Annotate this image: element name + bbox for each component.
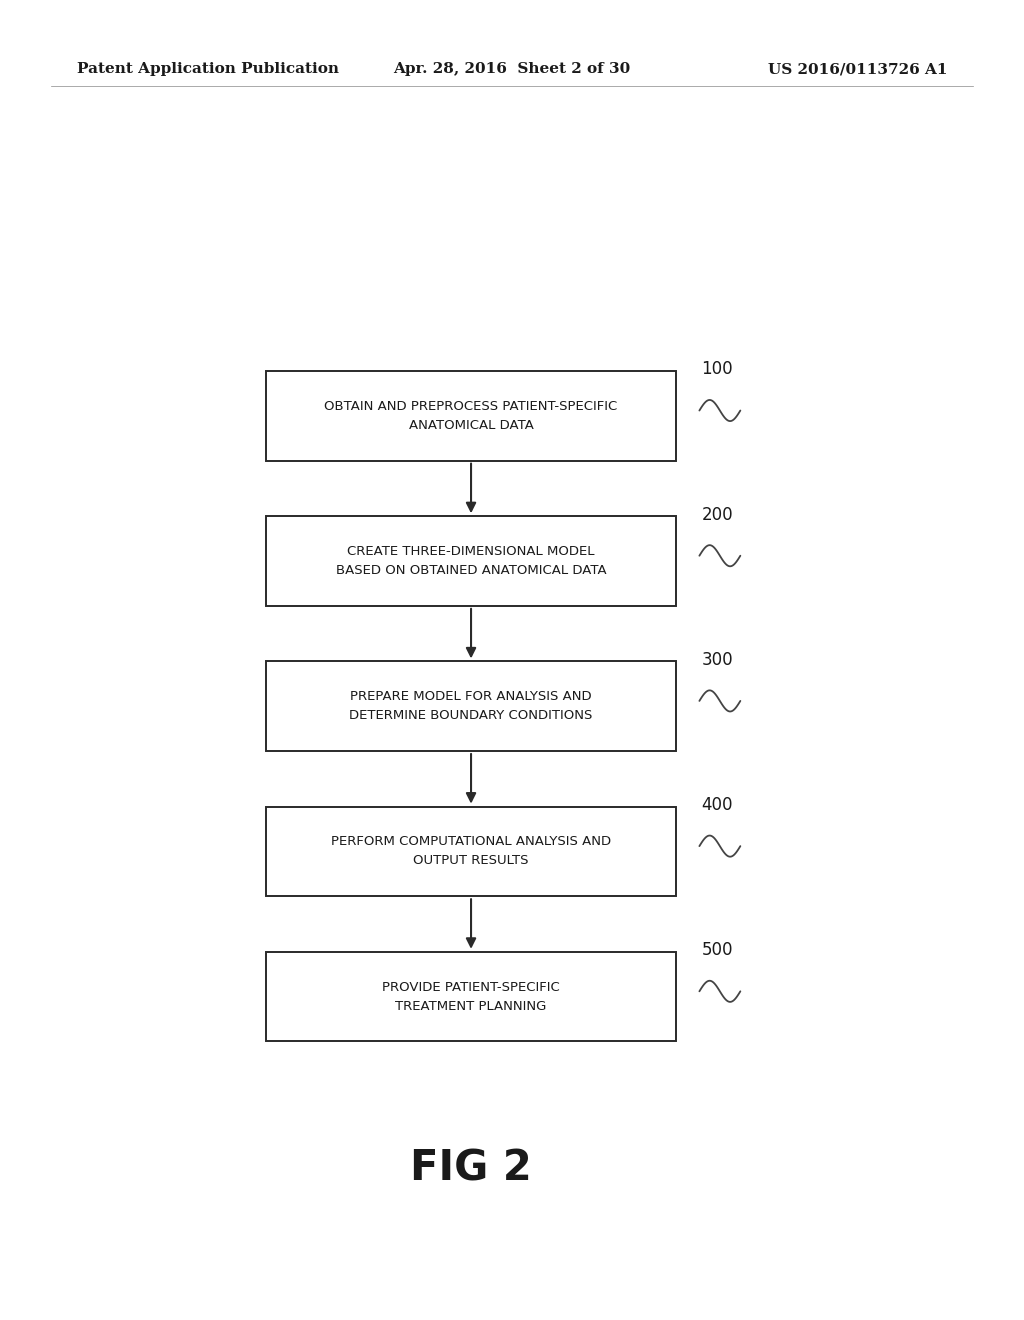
Text: FIG 2: FIG 2 bbox=[411, 1147, 531, 1189]
Text: PROVIDE PATIENT-SPECIFIC
TREATMENT PLANNING: PROVIDE PATIENT-SPECIFIC TREATMENT PLANN… bbox=[382, 981, 560, 1012]
Text: 100: 100 bbox=[701, 360, 733, 379]
FancyBboxPatch shape bbox=[266, 807, 676, 896]
Text: 300: 300 bbox=[701, 651, 733, 669]
Text: PERFORM COMPUTATIONAL ANALYSIS AND
OUTPUT RESULTS: PERFORM COMPUTATIONAL ANALYSIS AND OUTPU… bbox=[331, 836, 611, 867]
Text: CREATE THREE-DIMENSIONAL MODEL
BASED ON OBTAINED ANATOMICAL DATA: CREATE THREE-DIMENSIONAL MODEL BASED ON … bbox=[336, 545, 606, 577]
Text: 500: 500 bbox=[701, 941, 733, 960]
FancyBboxPatch shape bbox=[266, 516, 676, 606]
Text: US 2016/0113726 A1: US 2016/0113726 A1 bbox=[768, 62, 947, 77]
Text: PREPARE MODEL FOR ANALYSIS AND
DETERMINE BOUNDARY CONDITIONS: PREPARE MODEL FOR ANALYSIS AND DETERMINE… bbox=[349, 690, 593, 722]
FancyBboxPatch shape bbox=[266, 952, 676, 1041]
FancyBboxPatch shape bbox=[266, 661, 676, 751]
FancyBboxPatch shape bbox=[266, 371, 676, 461]
Text: 200: 200 bbox=[701, 506, 733, 524]
Text: 400: 400 bbox=[701, 796, 733, 814]
Text: Apr. 28, 2016  Sheet 2 of 30: Apr. 28, 2016 Sheet 2 of 30 bbox=[393, 62, 631, 77]
Text: Patent Application Publication: Patent Application Publication bbox=[77, 62, 339, 77]
Text: OBTAIN AND PREPROCESS PATIENT-SPECIFIC
ANATOMICAL DATA: OBTAIN AND PREPROCESS PATIENT-SPECIFIC A… bbox=[325, 400, 617, 432]
